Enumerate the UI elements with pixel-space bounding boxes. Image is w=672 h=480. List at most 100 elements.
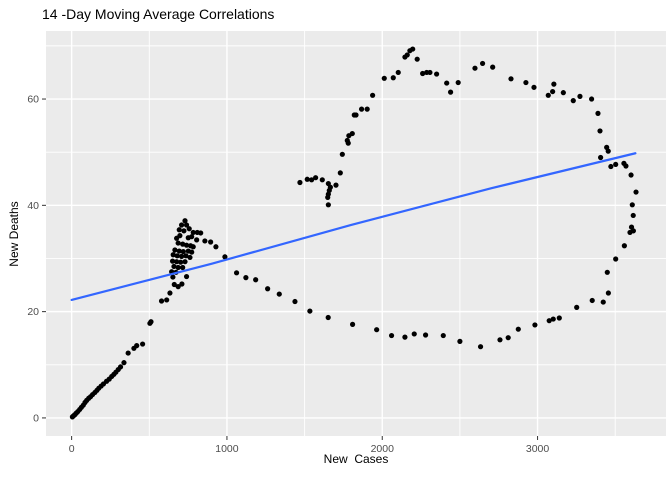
data-point <box>276 291 282 297</box>
data-point <box>633 189 639 195</box>
data-point <box>574 304 580 310</box>
data-point <box>479 60 486 67</box>
data-point <box>233 270 240 276</box>
data-point <box>186 226 192 232</box>
data-point <box>628 172 634 178</box>
data-point <box>388 332 395 339</box>
x-tick-label: 3000 <box>526 443 550 455</box>
data-point <box>183 222 190 228</box>
data-point <box>381 75 387 81</box>
data-point <box>477 344 484 350</box>
y-tick-label: 60 <box>27 94 39 106</box>
trend-line <box>70 152 637 302</box>
data-point <box>556 315 562 321</box>
data-point <box>185 235 191 241</box>
data-point <box>333 182 339 188</box>
data-point <box>189 249 195 255</box>
data-point <box>183 242 190 248</box>
data-point <box>190 229 196 236</box>
data-point <box>613 256 619 262</box>
data-point <box>550 88 556 95</box>
data-point <box>414 56 420 62</box>
data-point <box>595 110 601 116</box>
data-point <box>292 298 298 305</box>
data-point <box>194 237 200 243</box>
data-point <box>175 264 181 271</box>
data-point <box>370 92 376 98</box>
data-point <box>174 259 180 265</box>
data-point <box>351 112 357 118</box>
data-point <box>608 163 614 170</box>
data-point <box>174 235 180 241</box>
data-point <box>187 254 193 261</box>
data-point <box>344 137 350 144</box>
data-point <box>313 175 319 181</box>
data-point <box>600 299 606 305</box>
x-tick-label: 2000 <box>371 443 395 455</box>
data-point <box>325 194 331 200</box>
data-point <box>577 93 583 99</box>
data-point <box>613 161 619 168</box>
data-point <box>222 254 228 260</box>
data-point <box>304 176 310 182</box>
data-point <box>167 290 173 296</box>
data-point <box>179 281 185 287</box>
data-point <box>390 75 396 81</box>
data-point <box>505 335 511 341</box>
data-point <box>407 48 413 54</box>
data-point <box>175 284 181 290</box>
y-tick-label: 20 <box>27 306 39 318</box>
data-point <box>176 248 182 254</box>
data-point <box>265 286 271 292</box>
data-point <box>490 64 496 70</box>
data-point <box>402 334 408 340</box>
data-point <box>531 84 537 90</box>
data-point <box>346 133 352 139</box>
data-point <box>546 318 552 324</box>
data-point <box>508 76 514 82</box>
data-point <box>171 263 177 270</box>
plot-panel <box>46 31 666 436</box>
data-point <box>308 177 315 183</box>
data-point <box>202 238 208 244</box>
data-point <box>175 240 181 246</box>
data-point <box>170 274 176 280</box>
data-point <box>181 228 187 234</box>
data-point <box>550 316 556 322</box>
data-point <box>629 202 635 208</box>
data-point <box>325 202 331 208</box>
x-tick-label: 0 <box>69 443 75 455</box>
data-point <box>455 79 461 86</box>
data-point <box>319 177 325 183</box>
data-point <box>411 331 417 337</box>
data-point <box>424 69 430 76</box>
data-point <box>182 259 188 265</box>
chart-title: 14 -Day Moving Average Correlations <box>42 6 275 22</box>
data-point <box>440 332 446 339</box>
data-point <box>208 239 214 245</box>
data-point <box>621 160 627 166</box>
data-point <box>457 338 463 344</box>
data-point <box>180 264 186 271</box>
data-point <box>551 81 557 87</box>
x-axis-title: New Cases <box>323 452 389 466</box>
data-point <box>170 252 176 258</box>
data-point <box>420 70 426 77</box>
data-point <box>178 259 184 265</box>
data-point <box>337 170 343 176</box>
data-point <box>570 98 576 104</box>
data-point <box>604 144 610 150</box>
data-point <box>374 327 380 333</box>
data-point <box>515 326 521 332</box>
data-point <box>434 71 440 77</box>
data-point <box>183 253 189 259</box>
data-point <box>349 321 356 327</box>
data-point <box>364 106 370 112</box>
data-point <box>395 69 401 76</box>
data-point <box>148 319 154 325</box>
data-point <box>117 364 124 370</box>
data-point <box>621 243 627 249</box>
data-point <box>597 128 603 134</box>
data-point <box>190 244 196 250</box>
